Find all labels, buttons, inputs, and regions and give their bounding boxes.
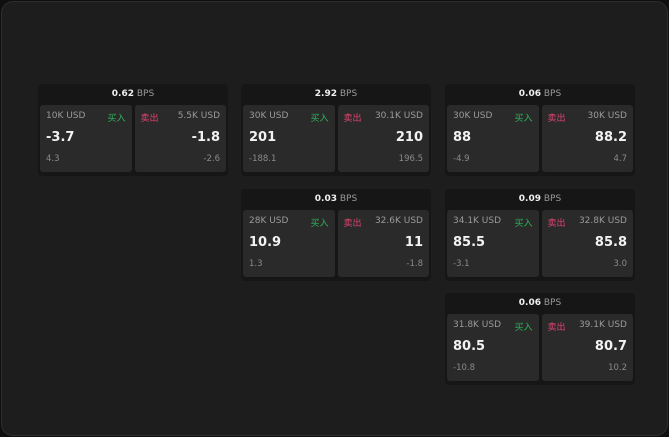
ask-change: -1.8 bbox=[406, 259, 423, 269]
spread-unit: BPS bbox=[339, 89, 358, 99]
bid-size: 30K USD bbox=[249, 111, 289, 121]
buy-label: 买入 bbox=[514, 323, 533, 333]
spread-header: 0.09 BPS bbox=[445, 189, 635, 210]
ask-change: 10.2 bbox=[608, 363, 627, 373]
buy-cell[interactable]: 30K USD 买入 88 -4.9 bbox=[447, 105, 539, 172]
buy-label: 买入 bbox=[310, 114, 329, 124]
quote-card: 0.09 BPS 34.1K USD 买入 85.5 -3.1 卖出 32.8K… bbox=[445, 189, 635, 281]
spread-unit: BPS bbox=[543, 89, 562, 99]
ask-price: 210 bbox=[395, 130, 423, 145]
bid-price: 85.5 bbox=[453, 235, 486, 250]
sell-cell[interactable]: 卖出 32.6K USD 11 -1.8 bbox=[337, 210, 429, 277]
bid-size: 28K USD bbox=[249, 216, 289, 226]
spread-header: 0.06 BPS bbox=[445, 293, 635, 314]
bid-price: 201 bbox=[249, 130, 277, 145]
ask-price: 80.7 bbox=[594, 339, 627, 354]
ask-size: 5.5K USD bbox=[177, 111, 220, 121]
sell-label: 卖出 bbox=[547, 219, 566, 229]
bid-price: 80.5 bbox=[453, 339, 486, 354]
ask-price: 88.2 bbox=[594, 130, 627, 145]
bid-price: 10.9 bbox=[249, 235, 282, 250]
buy-cell[interactable]: 30K USD 买入 201 -188.1 bbox=[243, 105, 335, 172]
ask-change: 4.7 bbox=[613, 154, 627, 164]
spread-unit: BPS bbox=[543, 194, 562, 204]
sell-label: 卖出 bbox=[343, 219, 362, 229]
spread-unit: BPS bbox=[136, 89, 155, 99]
bid-price: -3.7 bbox=[46, 130, 75, 145]
quote-card: 0.03 BPS 28K USD 买入 10.9 1.3 卖出 32.6K US… bbox=[241, 189, 431, 281]
ask-size: 30K USD bbox=[587, 111, 627, 121]
ask-price: 85.8 bbox=[594, 235, 627, 250]
quote-card: 0.62 BPS 10K USD 买入 -3.7 4.3 卖出 5.5K USD… bbox=[38, 84, 228, 176]
bid-change: 1.3 bbox=[249, 259, 263, 269]
ask-size: 39.1K USD bbox=[578, 320, 627, 330]
spread-value: 0.03 bbox=[314, 194, 337, 204]
buy-label: 买入 bbox=[107, 114, 126, 124]
sell-cell[interactable]: 卖出 30K USD 88.2 4.7 bbox=[541, 105, 633, 172]
bid-size: 34.1K USD bbox=[453, 216, 502, 226]
buy-label: 买入 bbox=[514, 114, 533, 124]
sell-label: 卖出 bbox=[547, 114, 566, 124]
spread-value: 0.06 bbox=[518, 89, 541, 99]
spread-value: 0.62 bbox=[111, 89, 134, 99]
ask-price: -1.8 bbox=[191, 130, 220, 145]
spread-header: 0.03 BPS bbox=[241, 189, 431, 210]
sell-cell[interactable]: 卖出 30.1K USD 210 196.5 bbox=[337, 105, 429, 172]
bid-change: -188.1 bbox=[249, 154, 277, 164]
ask-change: 3.0 bbox=[613, 259, 627, 269]
ask-change: 196.5 bbox=[398, 154, 423, 164]
buy-cell[interactable]: 28K USD 买入 10.9 1.3 bbox=[243, 210, 335, 277]
spread-unit: BPS bbox=[543, 298, 562, 308]
buy-cell[interactable]: 10K USD 买入 -3.7 4.3 bbox=[40, 105, 132, 172]
quote-card: 2.92 BPS 30K USD 买入 201 -188.1 卖出 30.1K … bbox=[241, 84, 431, 176]
ask-size: 32.6K USD bbox=[374, 216, 423, 226]
spread-value: 0.09 bbox=[518, 194, 541, 204]
quote-card: 0.06 BPS 31.8K USD 买入 80.5 -10.8 卖出 39.1… bbox=[445, 293, 635, 385]
sell-label: 卖出 bbox=[547, 323, 566, 333]
buy-cell[interactable]: 31.8K USD 买入 80.5 -10.8 bbox=[447, 314, 539, 381]
buy-cell[interactable]: 34.1K USD 买入 85.5 -3.1 bbox=[447, 210, 539, 277]
spread-header: 0.06 BPS bbox=[445, 84, 635, 105]
sell-cell[interactable]: 卖出 39.1K USD 80.7 10.2 bbox=[541, 314, 633, 381]
bid-change: 4.3 bbox=[46, 154, 60, 164]
spread-header: 0.62 BPS bbox=[38, 84, 228, 105]
buy-label: 买入 bbox=[310, 219, 329, 229]
buy-label: 买入 bbox=[514, 219, 533, 229]
spread-header: 2.92 BPS bbox=[241, 84, 431, 105]
sell-label: 卖出 bbox=[140, 114, 159, 124]
sell-cell[interactable]: 卖出 32.8K USD 85.8 3.0 bbox=[541, 210, 633, 277]
bid-change: -4.9 bbox=[453, 154, 470, 164]
ask-change: -2.6 bbox=[203, 154, 220, 164]
bid-change: -10.8 bbox=[453, 363, 475, 373]
bid-size: 31.8K USD bbox=[453, 320, 502, 330]
bid-size: 30K USD bbox=[453, 111, 493, 121]
spread-value: 2.92 bbox=[314, 89, 337, 99]
bid-size: 10K USD bbox=[46, 111, 86, 121]
quote-card: 0.06 BPS 30K USD 买入 88 -4.9 卖出 30K USD 8… bbox=[445, 84, 635, 176]
spread-unit: BPS bbox=[339, 194, 358, 204]
ask-size: 30.1K USD bbox=[374, 111, 423, 121]
ask-price: 11 bbox=[404, 235, 423, 250]
sell-cell[interactable]: 卖出 5.5K USD -1.8 -2.6 bbox=[134, 105, 226, 172]
sell-label: 卖出 bbox=[343, 114, 362, 124]
spread-value: 0.06 bbox=[518, 298, 541, 308]
ask-size: 32.8K USD bbox=[578, 216, 627, 226]
bid-price: 88 bbox=[453, 130, 472, 145]
bid-change: -3.1 bbox=[453, 259, 470, 269]
